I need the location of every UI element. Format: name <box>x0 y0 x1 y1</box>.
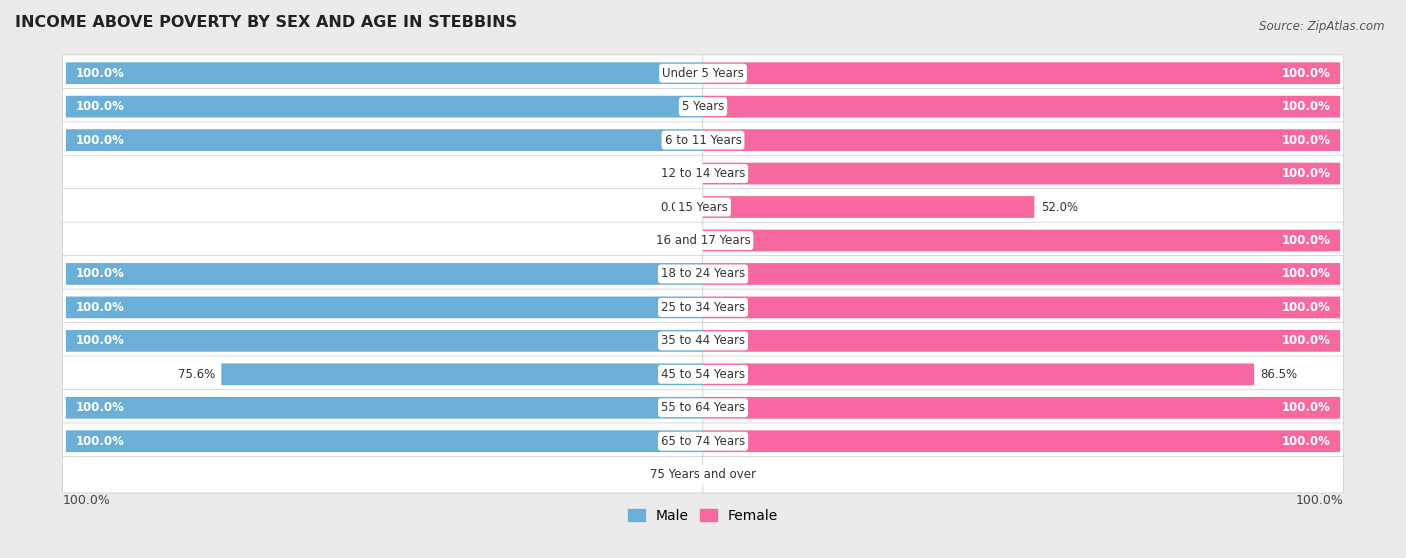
FancyBboxPatch shape <box>63 88 703 125</box>
FancyBboxPatch shape <box>66 397 703 418</box>
Text: 0.0%: 0.0% <box>716 468 745 481</box>
FancyBboxPatch shape <box>703 356 1343 393</box>
FancyBboxPatch shape <box>66 129 703 151</box>
Text: 55 to 64 Years: 55 to 64 Years <box>661 401 745 414</box>
Text: 100.0%: 100.0% <box>76 301 124 314</box>
FancyBboxPatch shape <box>703 289 1343 326</box>
Text: 86.5%: 86.5% <box>1260 368 1298 381</box>
FancyBboxPatch shape <box>703 196 1035 218</box>
Text: 35 to 44 Years: 35 to 44 Years <box>661 334 745 348</box>
FancyBboxPatch shape <box>703 423 1343 460</box>
Text: 100.0%: 100.0% <box>1282 334 1330 348</box>
FancyBboxPatch shape <box>703 263 1340 285</box>
FancyBboxPatch shape <box>66 96 703 118</box>
Text: 12 to 14 Years: 12 to 14 Years <box>661 167 745 180</box>
FancyBboxPatch shape <box>703 62 1340 84</box>
FancyBboxPatch shape <box>63 256 703 292</box>
Text: 5 Years: 5 Years <box>682 100 724 113</box>
Text: 100.0%: 100.0% <box>76 133 124 147</box>
FancyBboxPatch shape <box>703 55 1343 92</box>
FancyBboxPatch shape <box>66 330 703 352</box>
FancyBboxPatch shape <box>63 356 703 393</box>
FancyBboxPatch shape <box>703 163 1340 185</box>
Text: 100.0%: 100.0% <box>1282 167 1330 180</box>
Text: 16 and 17 Years: 16 and 17 Years <box>655 234 751 247</box>
FancyBboxPatch shape <box>703 330 1340 352</box>
FancyBboxPatch shape <box>63 289 703 326</box>
Text: 75.6%: 75.6% <box>177 368 215 381</box>
FancyBboxPatch shape <box>703 122 1343 158</box>
Text: 100.0%: 100.0% <box>76 334 124 348</box>
Text: 100.0%: 100.0% <box>1282 100 1330 113</box>
FancyBboxPatch shape <box>703 96 1340 118</box>
Text: Under 5 Years: Under 5 Years <box>662 67 744 80</box>
Text: 6 to 11 Years: 6 to 11 Years <box>665 133 741 147</box>
Text: 52.0%: 52.0% <box>1040 200 1078 214</box>
FancyBboxPatch shape <box>703 155 1343 192</box>
Text: 45 to 54 Years: 45 to 54 Years <box>661 368 745 381</box>
FancyBboxPatch shape <box>703 456 1343 493</box>
Text: 0.0%: 0.0% <box>661 167 690 180</box>
FancyBboxPatch shape <box>63 55 703 92</box>
FancyBboxPatch shape <box>703 323 1343 359</box>
FancyBboxPatch shape <box>66 296 703 318</box>
Text: 100.0%: 100.0% <box>1295 494 1343 507</box>
Text: 100.0%: 100.0% <box>63 494 111 507</box>
FancyBboxPatch shape <box>703 129 1340 151</box>
Text: 15 Years: 15 Years <box>678 200 728 214</box>
FancyBboxPatch shape <box>63 122 703 158</box>
FancyBboxPatch shape <box>63 389 703 426</box>
FancyBboxPatch shape <box>703 88 1343 125</box>
FancyBboxPatch shape <box>66 430 703 452</box>
Text: 18 to 24 Years: 18 to 24 Years <box>661 267 745 281</box>
FancyBboxPatch shape <box>703 222 1343 259</box>
Text: 0.0%: 0.0% <box>661 468 690 481</box>
Text: 100.0%: 100.0% <box>1282 267 1330 281</box>
FancyBboxPatch shape <box>63 222 703 259</box>
Text: 100.0%: 100.0% <box>1282 234 1330 247</box>
Text: 0.0%: 0.0% <box>661 234 690 247</box>
Text: 100.0%: 100.0% <box>76 401 124 414</box>
Text: 100.0%: 100.0% <box>1282 133 1330 147</box>
FancyBboxPatch shape <box>703 296 1340 318</box>
FancyBboxPatch shape <box>703 430 1340 452</box>
Text: INCOME ABOVE POVERTY BY SEX AND AGE IN STEBBINS: INCOME ABOVE POVERTY BY SEX AND AGE IN S… <box>15 15 517 30</box>
FancyBboxPatch shape <box>703 256 1343 292</box>
FancyBboxPatch shape <box>703 397 1340 418</box>
FancyBboxPatch shape <box>63 189 703 225</box>
FancyBboxPatch shape <box>63 456 703 493</box>
Text: 100.0%: 100.0% <box>76 67 124 80</box>
Text: 25 to 34 Years: 25 to 34 Years <box>661 301 745 314</box>
Text: 65 to 74 Years: 65 to 74 Years <box>661 435 745 448</box>
Text: 100.0%: 100.0% <box>76 435 124 448</box>
FancyBboxPatch shape <box>703 230 1340 251</box>
Text: 100.0%: 100.0% <box>1282 67 1330 80</box>
FancyBboxPatch shape <box>63 423 703 460</box>
FancyBboxPatch shape <box>63 323 703 359</box>
FancyBboxPatch shape <box>66 263 703 285</box>
Text: 0.0%: 0.0% <box>661 200 690 214</box>
Text: 100.0%: 100.0% <box>76 267 124 281</box>
FancyBboxPatch shape <box>63 155 703 192</box>
FancyBboxPatch shape <box>703 363 1254 385</box>
Text: 100.0%: 100.0% <box>76 100 124 113</box>
FancyBboxPatch shape <box>703 189 1343 225</box>
FancyBboxPatch shape <box>703 389 1343 426</box>
Text: Source: ZipAtlas.com: Source: ZipAtlas.com <box>1260 20 1385 32</box>
FancyBboxPatch shape <box>66 62 703 84</box>
Text: 100.0%: 100.0% <box>1282 401 1330 414</box>
Text: 100.0%: 100.0% <box>1282 301 1330 314</box>
FancyBboxPatch shape <box>221 363 703 385</box>
Text: 100.0%: 100.0% <box>1282 435 1330 448</box>
Legend: Male, Female: Male, Female <box>623 503 783 528</box>
Text: 75 Years and over: 75 Years and over <box>650 468 756 481</box>
